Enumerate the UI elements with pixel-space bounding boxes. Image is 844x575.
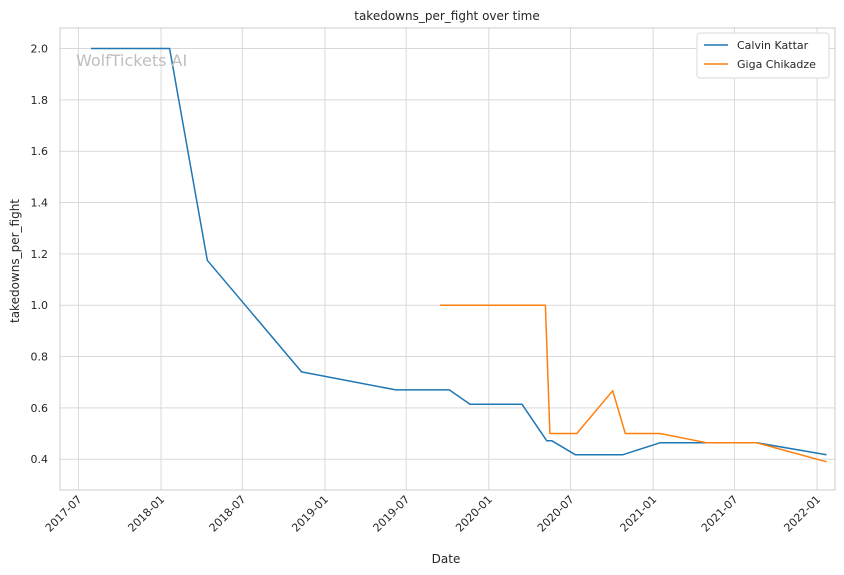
series-lines [91, 47, 827, 463]
y-axis-label: takedowns_per_fight [8, 199, 22, 323]
plot-area-frame [59, 27, 836, 491]
y-axis-ticks: 0.4 0.6 0.8 1.0 1.2 1.4 1.6 1.8 2.0 [31, 43, 49, 467]
x-tick-label: 2022-01 [781, 493, 823, 535]
legend-label: Calvin Kattar [737, 39, 809, 52]
series-line [91, 47, 827, 456]
y-tick-label: 1.4 [31, 197, 49, 210]
x-tick-label: 2021-07 [699, 493, 741, 535]
legend-box [696, 32, 830, 79]
y-tick-label: 2.0 [31, 43, 49, 56]
y-tick-label: 1.8 [31, 94, 49, 107]
x-tick-label: 2020-01 [453, 493, 495, 535]
series-line [439, 304, 827, 463]
legend-label: Giga Chikadze [737, 58, 816, 71]
y-tick-label: 0.8 [31, 351, 49, 364]
watermark-text: WolfTickets AI [76, 51, 187, 70]
y-gridlines [60, 48, 835, 460]
x-tick-label: 2018-01 [125, 493, 167, 535]
x-tick-label: 2018-07 [207, 493, 249, 535]
x-tick-label: 2017-07 [43, 493, 85, 535]
x-tick-label: 2021-01 [618, 493, 660, 535]
x-tick-label: 2019-01 [289, 493, 331, 535]
y-tick-label: 0.6 [31, 402, 49, 415]
x-tick-label: 2020-07 [535, 493, 577, 535]
y-tick-label: 1.6 [31, 145, 49, 158]
x-gridlines [77, 28, 818, 490]
chart-title: takedowns_per_fight over time [354, 9, 540, 23]
x-axis-label: Date [432, 552, 461, 566]
x-tick-label: 2019-07 [371, 493, 413, 535]
y-tick-label: 1.2 [31, 248, 49, 261]
legend: Calvin Kattar Giga Chikadze [696, 32, 830, 79]
y-tick-label: 1.0 [31, 299, 49, 312]
y-tick-label: 0.4 [31, 453, 49, 466]
x-axis-ticks: 2017-07 2018-01 2018-07 2019-01 2019-07 2020-… [43, 493, 823, 535]
